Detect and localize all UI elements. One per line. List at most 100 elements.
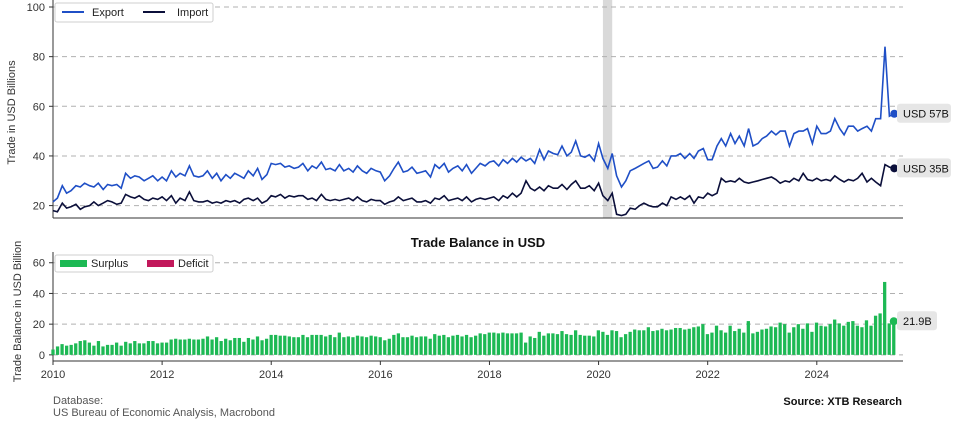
- balance-bar: [174, 338, 178, 355]
- top-y-axis-title: Trade in USD Billions: [6, 60, 18, 165]
- series-line-export: [52, 46, 895, 203]
- legend-swatch-surplus: [60, 260, 87, 267]
- balance-bar: [114, 342, 119, 355]
- balance-bar: [501, 332, 505, 355]
- balance-bar: [319, 334, 323, 355]
- callout-import: USD 35B: [897, 158, 951, 178]
- balance-bar: [342, 337, 346, 355]
- balance-bar: [419, 336, 423, 355]
- balance-bar: [346, 336, 351, 355]
- balance-bar: [155, 343, 160, 355]
- balance-bar: [178, 339, 182, 355]
- balance-bar: [451, 335, 455, 355]
- bottom-gridlines: [53, 262, 903, 356]
- balance-bar: [83, 340, 87, 355]
- balance-bar: [669, 329, 673, 355]
- x-tick-label: 2012: [150, 369, 174, 381]
- balance-bar: [660, 328, 664, 355]
- footer-database: Database: US Bureau of Economic Analysis…: [53, 395, 275, 419]
- balance-bar: [474, 335, 478, 355]
- balance-bar: [146, 341, 151, 355]
- balance-bar: [810, 331, 814, 355]
- balance-bar: [424, 336, 428, 355]
- balance-bar: [314, 334, 319, 355]
- balance-bar: [823, 326, 828, 355]
- balance-bar: [333, 337, 337, 355]
- balance-bar: [833, 319, 837, 355]
- balance-bar: [492, 332, 496, 355]
- balance-bar: [110, 344, 114, 355]
- balance-bar: [514, 333, 519, 355]
- balance-bar: [619, 337, 623, 355]
- balance-bar: [214, 337, 219, 355]
- bottom-legend-box: [54, 254, 214, 273]
- top-legend: Export Import: [54, 2, 214, 23]
- balance-bar: [428, 338, 432, 355]
- balance-bar: [742, 332, 746, 355]
- balance-bar: [528, 336, 532, 355]
- recession-shade: [602, 0, 613, 218]
- balance-bar: [873, 315, 878, 355]
- balance-bar: [142, 343, 146, 355]
- balance-bar: [614, 331, 619, 355]
- x-tick-label: 2010: [41, 369, 65, 381]
- balance-bar: [378, 337, 382, 355]
- balance-bar: [242, 341, 246, 355]
- balance-bar: [374, 336, 378, 355]
- balance-bar: [642, 330, 646, 355]
- end-marker-balance: [889, 317, 898, 326]
- balance-bar: [696, 326, 700, 355]
- balance-bar: [869, 325, 873, 355]
- balance-bar: [719, 330, 723, 355]
- balance-bar: [751, 333, 755, 355]
- top-y-ticks: 20 40 60 80 100: [27, 2, 53, 213]
- balance-bar: [301, 334, 305, 355]
- balance-bar: [460, 336, 464, 355]
- balance-bar: [65, 345, 69, 355]
- balance-bar: [251, 339, 255, 355]
- balance-bar: [119, 345, 123, 355]
- balance-bar: [287, 336, 291, 355]
- balance-bar: [551, 333, 555, 355]
- balance-bar: [796, 324, 800, 355]
- balance-bar: [210, 339, 214, 355]
- balance-bar: [864, 320, 869, 355]
- y-tick-label: 20: [33, 201, 45, 213]
- balance-bar: [201, 338, 205, 355]
- balance-bar: [783, 324, 787, 355]
- balance-bar: [687, 328, 691, 355]
- balance-bar: [887, 323, 891, 355]
- legend-label-surplus: Surplus: [91, 258, 129, 270]
- balance-bar: [224, 338, 228, 355]
- series-line-import: [52, 163, 895, 217]
- balance-bar: [183, 339, 187, 355]
- balance-bar: [169, 339, 173, 355]
- top-legend-box: [54, 2, 214, 23]
- balance-bar: [564, 334, 569, 355]
- balance-bar: [496, 333, 501, 355]
- balance-bar: [746, 321, 750, 355]
- legend-swatch-deficit: [147, 260, 174, 267]
- balance-bar: [760, 329, 764, 355]
- balance-bar: [446, 337, 451, 355]
- balance-bar: [592, 336, 596, 355]
- balance-bar: [678, 327, 682, 355]
- balance-bar: [573, 330, 578, 355]
- balance-bar: [692, 327, 696, 355]
- balance-bar: [219, 341, 223, 355]
- balance-bar: [414, 337, 419, 355]
- balance-bar: [351, 337, 355, 355]
- balance-bar: [228, 340, 232, 355]
- balance-bar: [205, 336, 210, 355]
- balance-bar: [433, 334, 437, 355]
- balance-bar: [392, 334, 396, 355]
- balance-bar: [60, 344, 64, 355]
- y-tick-label: 60: [33, 101, 45, 113]
- balance-bar: [814, 322, 819, 355]
- balance-bar: [69, 344, 73, 355]
- balance-bar: [410, 335, 414, 355]
- balance-bar: [237, 337, 241, 355]
- balance-bar: [628, 331, 632, 355]
- footer-database-value: US Bureau of Economic Analysis, Macrobon…: [53, 407, 275, 419]
- balance-bar: [233, 337, 237, 355]
